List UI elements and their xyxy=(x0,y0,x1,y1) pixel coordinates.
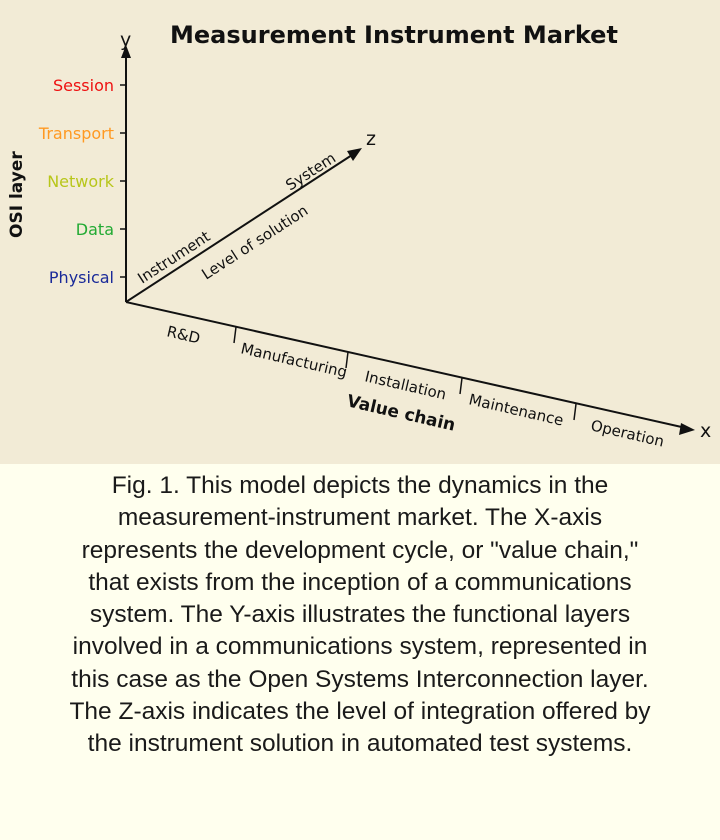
solution-level-instrument: Instrument xyxy=(134,227,213,287)
caption-line: measurement-instrument market. The X-axi… xyxy=(117,504,603,532)
osi-layer-physical: Physical xyxy=(49,268,114,287)
x-axis-letter: x xyxy=(700,420,711,442)
x-ticks xyxy=(233,326,577,421)
value-chain-labels: R&D Manufacturing Installation Maintenan… xyxy=(165,322,666,450)
diagram-title: Measurement Instrument Market xyxy=(170,21,618,49)
solution-level-system: System xyxy=(282,149,339,195)
osi-layer-data: Data xyxy=(76,220,114,239)
caption-line: represents the development cycle, or "va… xyxy=(81,536,639,564)
caption-line: the instrument solution in automated tes… xyxy=(87,730,633,758)
osi-layer-session: Session xyxy=(53,76,114,95)
x-tick xyxy=(233,326,237,344)
y-axis-arrow xyxy=(121,45,131,58)
x-tick xyxy=(459,377,463,395)
z-axis-title: Level of solution xyxy=(198,201,311,283)
caption-line: that exists from the inception of a comm… xyxy=(88,568,632,596)
value-chain-manufacturing: Manufacturing xyxy=(239,339,349,381)
y-axis-title: OSI layer xyxy=(7,151,27,238)
z-axis-letter: z xyxy=(366,128,376,150)
caption-line: The Z-axis indicates the level of integr… xyxy=(69,698,651,726)
x-tick xyxy=(345,351,349,369)
x-tick xyxy=(573,403,577,421)
caption-line: system. The Y-axis illustrates the funct… xyxy=(89,601,631,629)
value-chain-rnd: R&D xyxy=(165,322,202,347)
value-chain-maintenance: Maintenance xyxy=(467,390,565,429)
caption-line: involved in a communications system, rep… xyxy=(72,633,648,661)
caption-line: Fig. 1. This model depicts the dynamics … xyxy=(111,472,609,499)
caption-line: this case as the Open Systems Interconne… xyxy=(71,665,649,693)
figure-caption: Fig. 1. This model depicts the dynamics … xyxy=(0,464,720,840)
y-axis-letter: y xyxy=(120,29,131,51)
diagram-figure: Measurement Instrument Market y OSI laye… xyxy=(0,0,720,464)
z-axis-line xyxy=(125,154,353,303)
y-ticks xyxy=(120,84,126,278)
osi-layer-transport: Transport xyxy=(38,124,114,143)
diagram-canvas: Measurement Instrument Market y OSI laye… xyxy=(7,21,711,451)
z-axis-arrow xyxy=(347,148,362,161)
x-axis-line xyxy=(125,301,687,429)
osi-layer-network: Network xyxy=(47,172,115,191)
x-axis-arrow xyxy=(679,423,695,435)
osi-layer-labels: Session Transport Network Data Physical xyxy=(38,76,115,287)
